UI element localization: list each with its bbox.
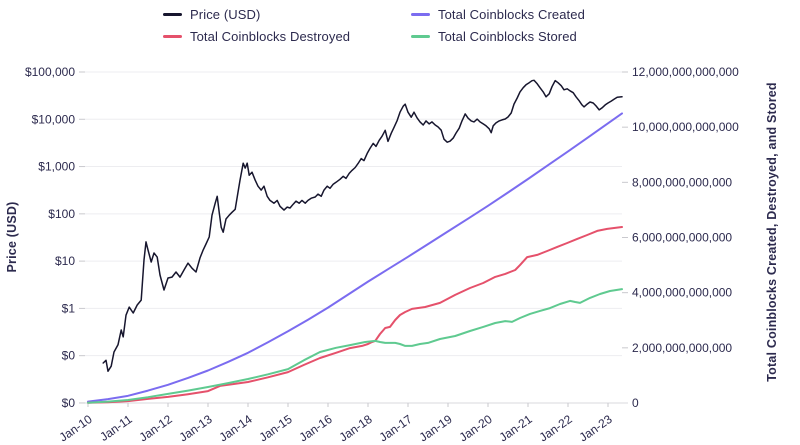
right-tick-label: 6,000,000,000,000 <box>632 231 732 245</box>
left-tick-label: $0 <box>62 349 76 363</box>
stored-line-swatch-icon <box>411 35 430 38</box>
x-tick-label: Jan-22 <box>537 412 575 445</box>
legend-label-stored: Total Coinblocks Stored <box>438 29 577 44</box>
legend-item-destroyed[interactable]: Total Coinblocks Destroyed <box>163 29 411 44</box>
right-axis-title: Total Coinblocks Created, Destroyed, and… <box>765 82 779 382</box>
total-coinblocks-stored-line <box>87 288 623 404</box>
gridlines <box>85 71 622 357</box>
right-tick-label: 2,000,000,000,000 <box>632 341 732 355</box>
right-tick-label: 4,000,000,000,000 <box>632 286 732 300</box>
x-tick-label: Jan-12 <box>137 412 175 445</box>
right-tick-label: 10,000,000,000,000 <box>632 120 739 134</box>
left-tick-label: $1 <box>62 301 76 315</box>
x-tick-label: Jan-16 <box>297 412 335 445</box>
legend-item-stored[interactable]: Total Coinblocks Stored <box>411 29 585 44</box>
right-tick-label: 12,000,000,000,000 <box>632 65 739 79</box>
x-tick-label: Jan-15 <box>257 412 295 445</box>
x-tick-label: Jan-18 <box>337 412 375 445</box>
axes <box>79 71 628 407</box>
x-tick-label: Jan-10 <box>57 412 95 445</box>
x-tick-label: Jan-19 <box>417 412 455 445</box>
left-tick-label: $100 <box>48 207 75 221</box>
legend-item-price[interactable]: Price (USD) <box>163 7 411 22</box>
x-tick-label: Jan-20 <box>457 412 495 445</box>
legend-label-price: Price (USD) <box>190 7 261 22</box>
tick-labels: $100,000 $10,000 $1,000 $100 $10 $1 $0 $0 12,000… <box>25 65 739 445</box>
right-tick-label: 8,000,000,000,000 <box>632 175 732 189</box>
left-tick-label: $10 <box>55 254 75 268</box>
x-tick-label: Jan-23 <box>577 412 615 445</box>
legend-label-destroyed: Total Coinblocks Destroyed <box>190 29 351 44</box>
created-line-swatch-icon <box>411 13 430 16</box>
chart-legend: Price (USD) Total Coinblocks Created Tot… <box>163 7 585 44</box>
legend-item-created[interactable]: Total Coinblocks Created <box>411 7 585 22</box>
destroyed-line-swatch-icon <box>163 35 182 38</box>
x-tick-label: Jan-11 <box>97 412 135 444</box>
x-tick-label: Jan-13 <box>177 412 215 445</box>
price-line-swatch-icon <box>163 13 182 16</box>
left-tick-label: $0 <box>62 396 76 410</box>
price-usd--line <box>102 79 623 372</box>
total-coinblocks-created-line <box>87 112 623 403</box>
x-tick-label: Jan-14 <box>217 412 255 445</box>
x-tick-label: Jan-21 <box>497 412 535 445</box>
left-tick-label: $10,000 <box>32 112 76 126</box>
total-coinblocks-destroyed-line <box>87 226 623 404</box>
left-tick-label: $1,000 <box>38 160 75 174</box>
x-tick-label: Jan-17 <box>377 412 415 445</box>
legend-label-created: Total Coinblocks Created <box>438 7 585 22</box>
right-tick-label: 0 <box>632 396 639 410</box>
left-axis-title: Price (USD) <box>5 202 19 273</box>
data-series <box>87 79 623 404</box>
left-tick-label: $100,000 <box>25 65 75 79</box>
